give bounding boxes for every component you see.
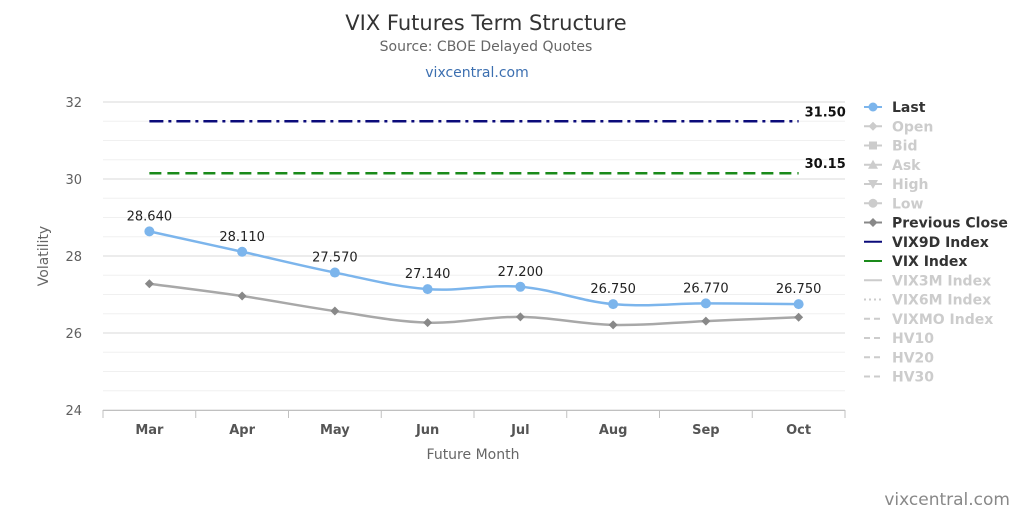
last-point [422,284,433,295]
legend-label: VIX9D Index [892,235,989,251]
legend-label: Low [892,196,924,212]
legend-item[interactable]: Open [864,119,933,135]
legend: Last Open Bid Ask High Low Previous Close VIX9D… [864,100,1008,386]
y-tick-label: 26 [65,327,82,342]
last-point [329,267,340,278]
x-tick-label: Jun [415,423,439,438]
previous-close-point [608,320,618,330]
previous-close-point [144,279,154,289]
reference-line-label: 31.50 [805,105,846,120]
legend-label: Ask [892,158,921,174]
legend-circle-icon [868,198,878,208]
y-axis-title: Volatility [36,226,52,286]
legend-label: VIX Index [892,254,967,270]
x-tick-label: Mar [135,423,164,438]
x-tick-label: Apr [229,423,255,438]
x-tick-label: May [320,423,350,438]
previous-close-point [794,312,804,322]
series-layer: 28.640 28.110 27.570 27.140 27.200 26.750 26.7… [127,209,822,330]
legend-label: Bid [892,139,918,155]
data-label: 27.200 [498,265,544,280]
y-axis-ticks: 24 26 28 30 32 [65,96,82,419]
data-label: 28.640 [127,209,173,224]
legend-label: Previous Close [892,216,1008,232]
legend-item[interactable]: Previous Close [864,216,1008,232]
legend-item[interactable]: Bid [864,139,918,155]
data-label: 27.140 [405,267,451,282]
previous-close-point [237,291,247,301]
legend-diamond-icon [868,121,878,131]
legend-label: HV20 [892,350,934,366]
last-point [700,298,711,309]
legend-item[interactable]: Ask [864,158,921,174]
legend-item[interactable]: VIX9D Index [864,235,989,251]
reference-lines: 31.50 30.15 [149,105,846,175]
y-tick-label: 30 [65,173,82,188]
legend-circle-icon [868,102,878,112]
last-point [608,299,619,310]
last-series-line [149,230,799,307]
legend-item[interactable]: VIX6M Index [864,293,991,309]
legend-item[interactable]: VIXMO Index [864,312,993,328]
chart-title: VIX Futures Term Structure [345,11,626,35]
legend-label: Open [892,119,933,135]
x-tick-label: Jul [510,423,530,438]
site-link[interactable]: vixcentral.com [425,65,528,81]
x-tick-label: Sep [692,423,720,438]
legend-item[interactable]: Low [864,196,924,212]
last-point [793,299,804,310]
x-axis-title: Future Month [427,447,520,463]
legend-label: VIX6M Index [892,293,991,309]
previous-close-point [330,306,340,316]
legend-item[interactable]: HV10 [864,331,934,347]
legend-item[interactable]: HV30 [864,370,934,386]
legend-triangle-down-icon [868,180,878,189]
legend-item[interactable]: Last [864,100,926,116]
legend-label: HV30 [892,370,934,386]
data-label: 28.110 [219,230,265,245]
y-tick-label: 28 [65,250,82,265]
data-label: 26.750 [776,282,822,297]
y-tick-label: 32 [65,96,82,111]
x-tick-label: Aug [599,423,628,438]
data-label: 26.750 [590,282,636,297]
legend-item[interactable]: High [864,177,929,193]
previous-close-point [515,312,525,322]
y-tick-label: 24 [65,404,82,419]
legend-item[interactable]: HV20 [864,350,934,366]
previous-close-series-line [149,282,799,327]
legend-label: Last [892,100,926,116]
data-label: 27.570 [312,251,358,266]
data-label: 26.770 [683,281,729,296]
legend-label: High [892,177,929,193]
chart-subtitle: Source: CBOE Delayed Quotes [380,39,593,55]
legend-item[interactable]: VIX Index [864,254,967,270]
previous-close-point [701,316,711,326]
credit-text[interactable]: vixcentral.com [884,490,1010,510]
previous-close-point [423,318,433,328]
legend-triangle-icon [868,159,878,169]
x-tick-label: Oct [786,423,811,438]
x-axis: Mar Apr May Jun Jul Aug Sep Oct [102,410,846,438]
legend-item[interactable]: VIX3M Index [864,273,991,289]
grid-lines [103,101,845,411]
legend-square-icon [869,141,877,150]
last-point [515,281,526,292]
legend-label: VIX3M Index [892,273,991,289]
legend-diamond-icon [868,218,878,227]
legend-label: HV10 [892,331,934,347]
legend-label: VIXMO Index [892,312,993,328]
last-point [237,246,248,257]
reference-line-label: 30.15 [805,157,846,172]
last-point [144,226,155,237]
